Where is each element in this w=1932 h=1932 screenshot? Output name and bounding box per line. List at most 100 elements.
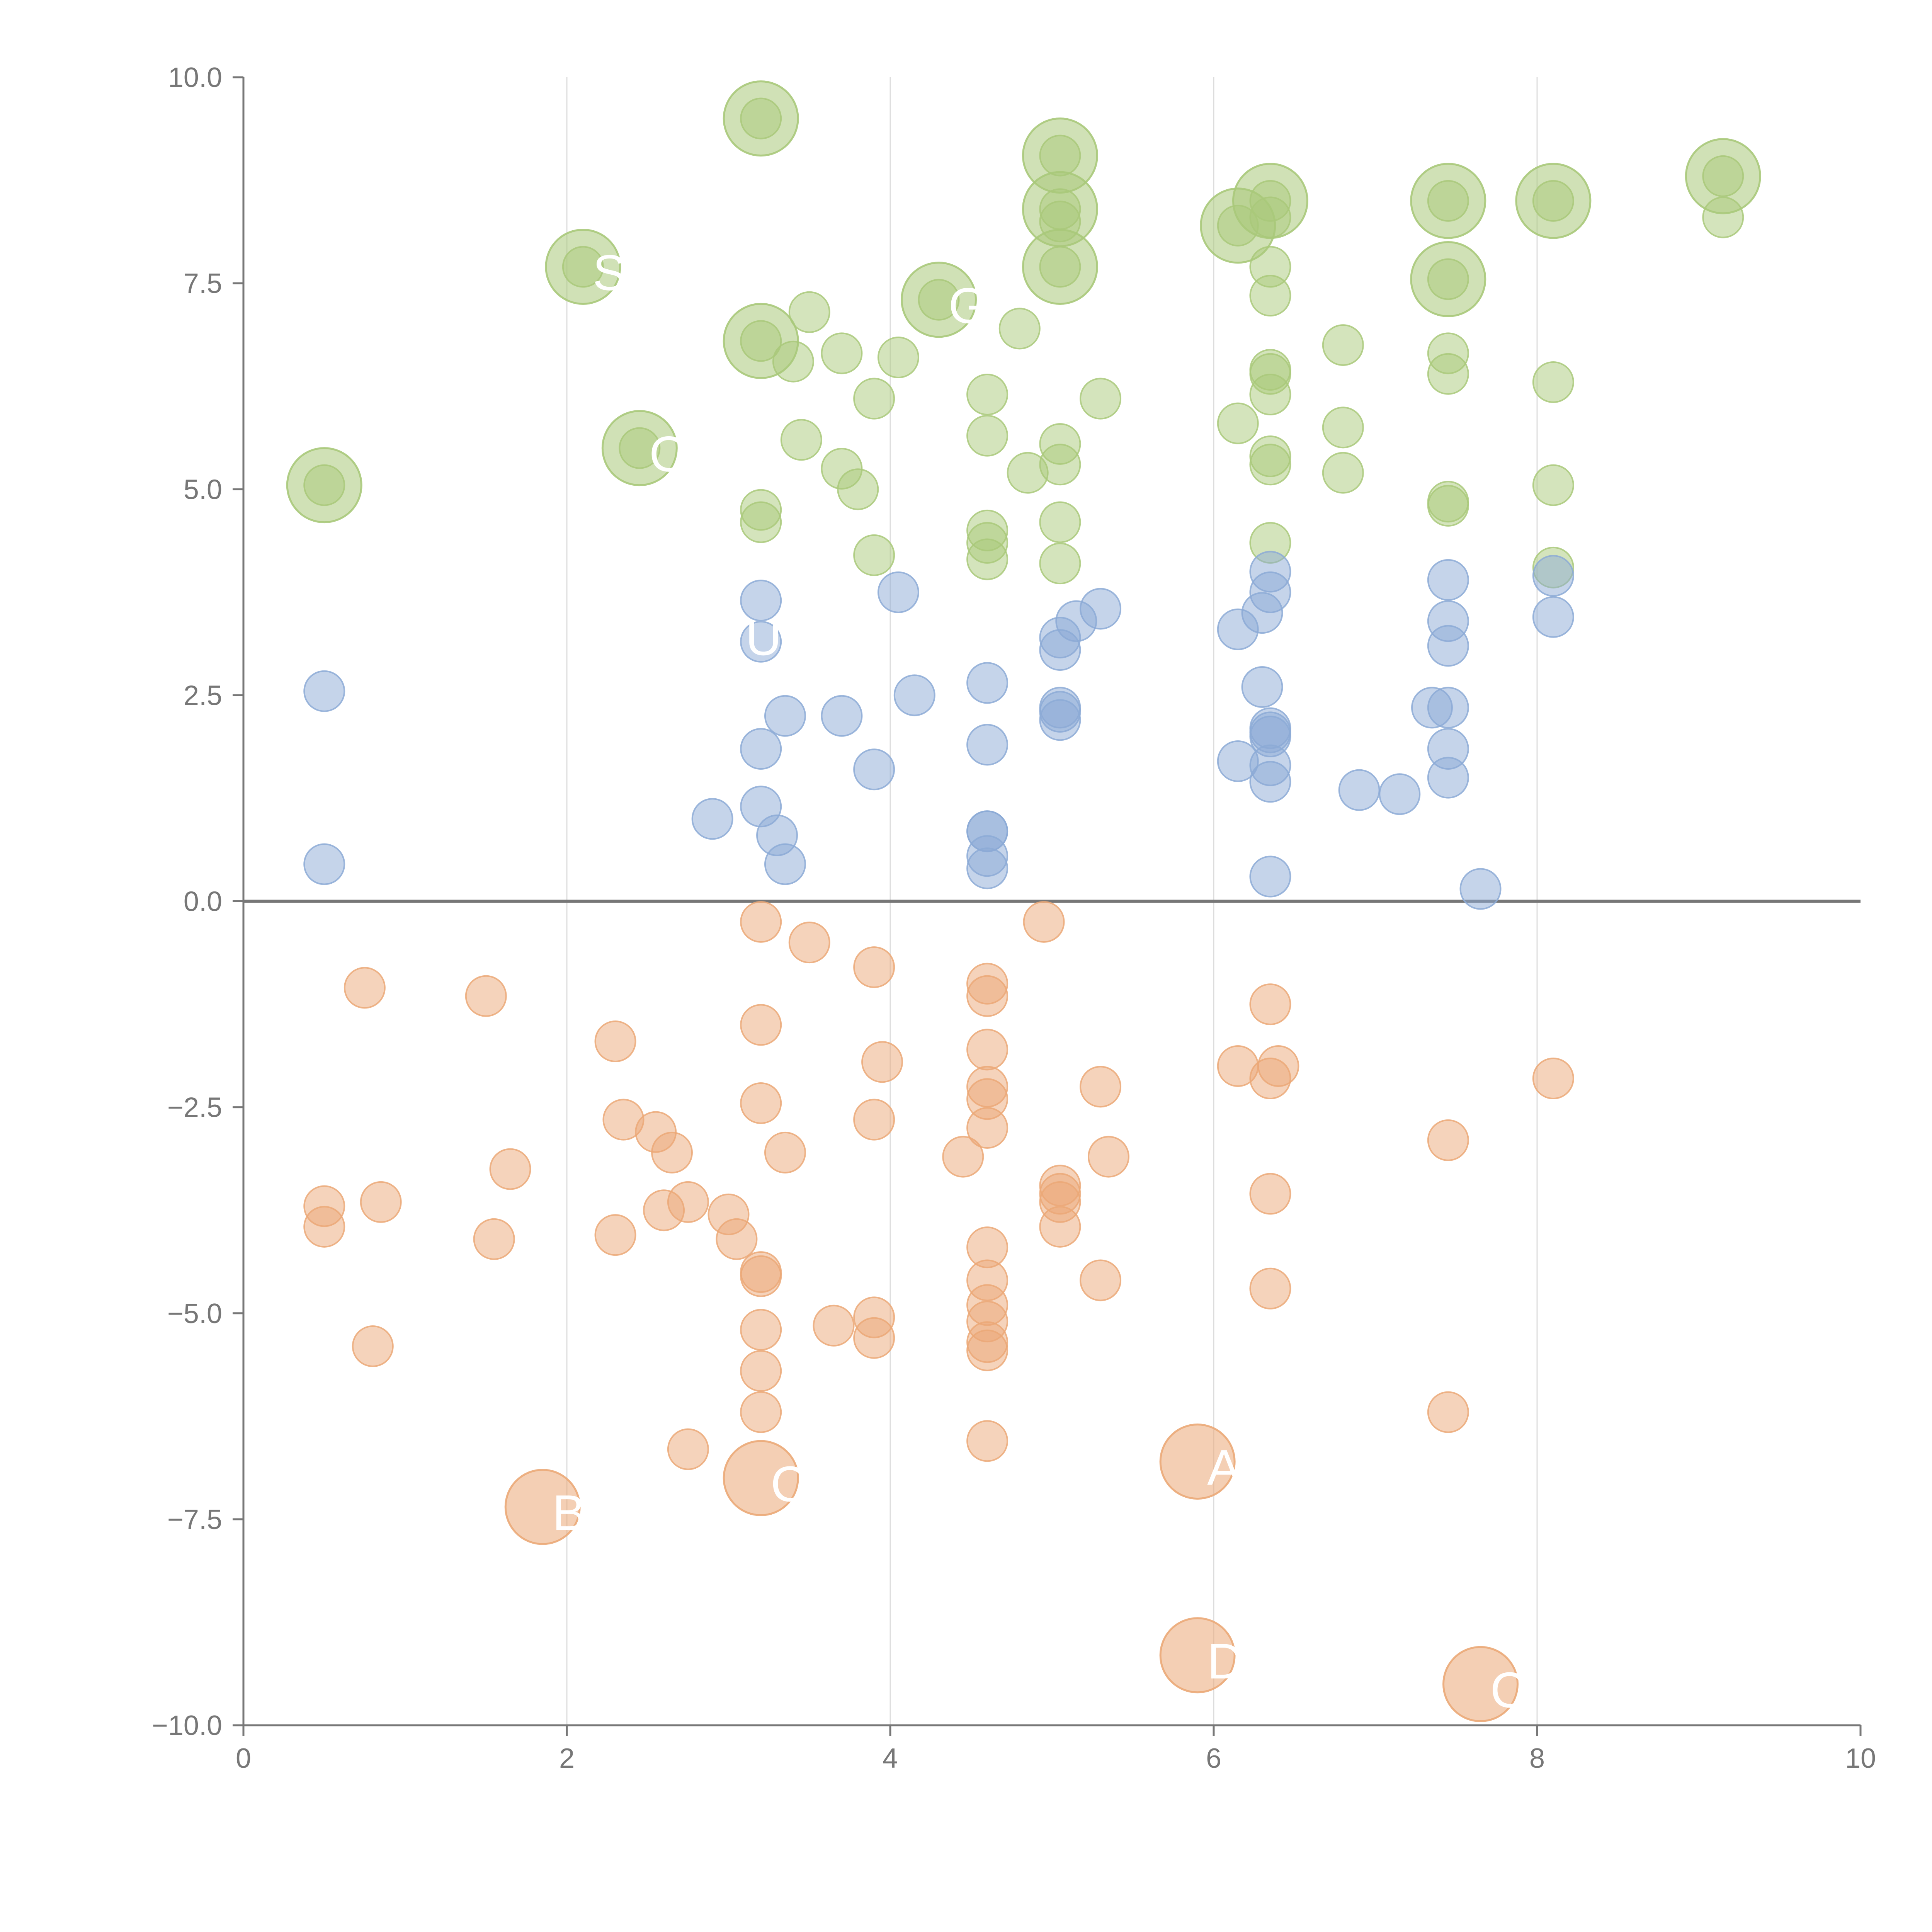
y-tick-label: 10.0	[168, 62, 222, 93]
data-point-middle	[1039, 629, 1081, 671]
highlighted-point-upper	[1022, 228, 1098, 305]
highlighted-point-upper	[601, 410, 678, 486]
data-point-middle	[1532, 555, 1574, 597]
data-point-lower	[651, 1131, 693, 1173]
data-point-lower	[740, 901, 782, 943]
data-point-lower	[667, 1428, 709, 1470]
y-tick-label: −7.5	[167, 1504, 222, 1535]
data-point-lower	[966, 975, 1009, 1017]
point-label: G	[949, 277, 988, 334]
point-label: B	[552, 1485, 586, 1541]
data-point-upper	[1427, 353, 1469, 395]
data-point-upper	[1532, 464, 1574, 506]
data-point-lower	[853, 1317, 895, 1359]
data-point-lower	[853, 1099, 895, 1141]
data-point-lower	[966, 1420, 1009, 1462]
data-point-upper	[1249, 444, 1291, 486]
data-point-middle	[691, 798, 733, 840]
data-point-middle	[740, 580, 782, 622]
point-label: C	[770, 1456, 807, 1512]
highlighted-point-lower	[504, 1469, 581, 1545]
data-point-lower	[813, 1304, 855, 1347]
data-point-lower	[861, 1041, 903, 1083]
data-point-lower	[360, 1181, 402, 1223]
data-point-upper	[1322, 452, 1364, 494]
highlighted-point-upper	[286, 447, 362, 524]
data-point-middle	[764, 843, 806, 885]
data-point-lower	[1023, 901, 1065, 943]
data-point-lower	[966, 1107, 1009, 1149]
data-point-lower	[1039, 1206, 1081, 1248]
data-point-middle	[1427, 687, 1469, 729]
data-point-lower	[352, 1325, 394, 1367]
data-point-upper	[780, 419, 822, 461]
highlighted-point-upper	[901, 262, 977, 338]
data-point-lower	[1249, 1057, 1291, 1099]
data-point-lower	[966, 1329, 1009, 1371]
data-points	[303, 97, 1744, 1470]
data-point-middle	[966, 847, 1009, 889]
data-point-lower	[716, 1218, 758, 1260]
data-point-lower	[489, 1148, 531, 1190]
x-tick-label: 8	[1529, 1743, 1545, 1774]
data-point-upper	[1249, 275, 1291, 317]
data-point-lower	[1249, 983, 1291, 1026]
highlighted-point-upper	[1200, 187, 1276, 264]
point-label: S	[593, 244, 626, 301]
highlighted-point-upper	[723, 80, 799, 157]
data-point-lower	[465, 975, 507, 1017]
data-point-upper	[1322, 324, 1364, 366]
data-point-lower	[740, 1004, 782, 1046]
data-point-upper	[788, 291, 830, 333]
data-point-lower	[1427, 1119, 1469, 1161]
data-point-middle	[893, 674, 935, 716]
data-point-lower	[740, 1309, 782, 1351]
data-point-middle	[303, 843, 345, 885]
data-point-middle	[1249, 761, 1291, 803]
data-point-middle	[1249, 855, 1291, 898]
data-point-upper	[853, 378, 895, 420]
highlighted-point-lower	[1442, 1646, 1519, 1722]
data-point-middle	[877, 571, 919, 613]
data-point-lower	[643, 1189, 685, 1231]
y-tick-label: −5.0	[167, 1298, 222, 1329]
data-point-upper	[1532, 361, 1574, 403]
x-tick-label: 10	[1845, 1743, 1876, 1774]
y-tick-label: 5.0	[184, 474, 222, 505]
data-point-upper	[821, 332, 863, 374]
data-point-lower	[740, 1350, 782, 1392]
x-tick-label: 0	[236, 1743, 251, 1774]
data-point-lower	[473, 1218, 515, 1260]
y-tick-label: −2.5	[167, 1092, 222, 1123]
data-point-middle	[1532, 596, 1574, 638]
y-tick-label: 2.5	[184, 680, 222, 711]
data-point-upper	[998, 308, 1041, 350]
data-point-lower	[740, 1391, 782, 1433]
highlighted-point-upper	[1685, 138, 1761, 214]
data-point-upper	[966, 538, 1009, 580]
point-labels: G S O B C AL D C U	[552, 244, 1526, 1718]
data-point-lower	[740, 1082, 782, 1124]
data-point-upper	[966, 374, 1009, 416]
data-point-middle	[1427, 757, 1469, 799]
highlighted-point-lower	[1159, 1423, 1236, 1500]
data-point-lower	[853, 946, 895, 988]
data-point-middle	[966, 662, 1009, 704]
y-tick-label: 7.5	[184, 268, 222, 299]
data-point-middle	[1338, 769, 1380, 811]
data-point-upper	[740, 501, 782, 543]
data-point-lower	[303, 1206, 345, 1248]
data-point-lower	[1080, 1259, 1122, 1301]
data-point-lower	[1249, 1267, 1291, 1310]
highlighted-point-upper	[545, 228, 621, 305]
point-label: U	[745, 609, 782, 666]
data-point-lower	[740, 1255, 782, 1297]
data-point-upper	[1039, 543, 1081, 585]
data-point-middle	[764, 695, 806, 737]
y-tick-label: −10.0	[152, 1710, 222, 1741]
data-point-upper	[1039, 501, 1081, 543]
data-point-lower	[594, 1214, 636, 1256]
data-point-upper	[1427, 485, 1469, 527]
highlighted-point-upper	[1410, 241, 1486, 317]
data-point-lower	[1249, 1173, 1291, 1215]
